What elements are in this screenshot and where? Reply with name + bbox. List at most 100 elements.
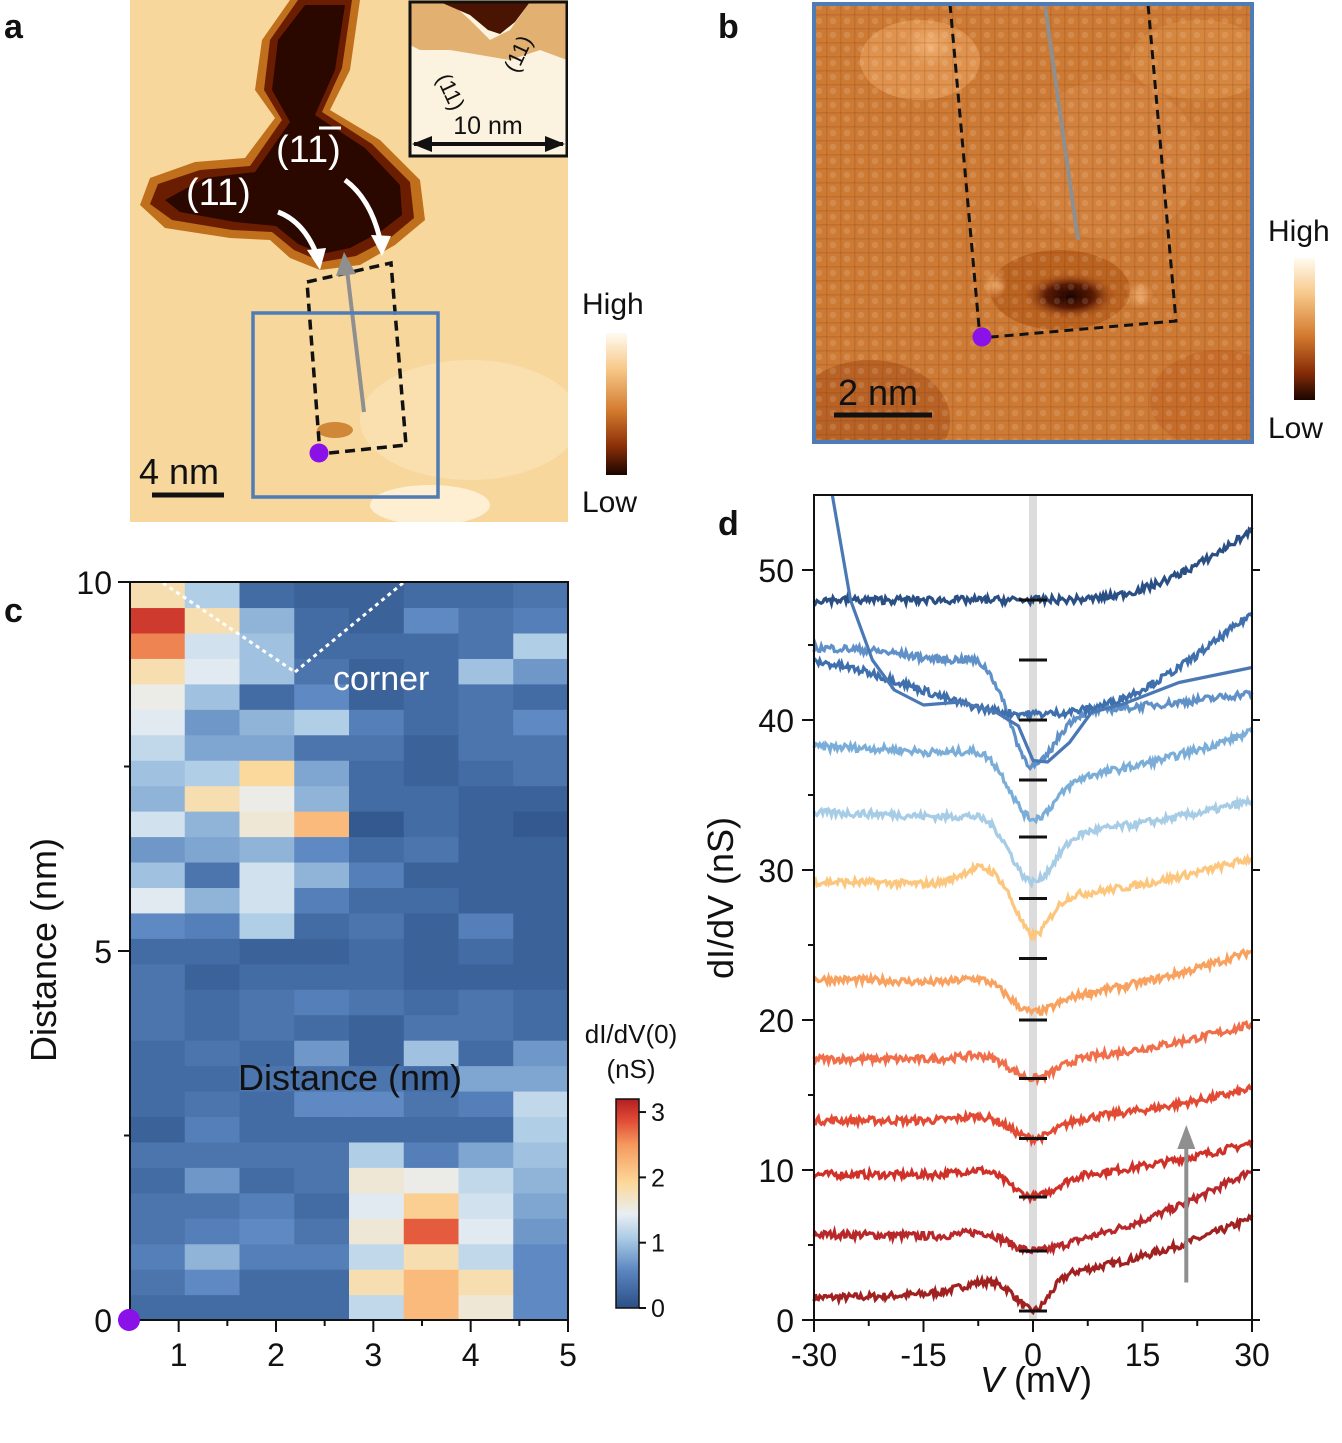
d-x-tick-label: 15: [1125, 1337, 1161, 1373]
heatmap-cell: [294, 887, 350, 914]
heatmap-cell: [403, 734, 460, 761]
inset-scale-arrow-right: [545, 136, 565, 152]
heatmap-cell: [130, 734, 186, 761]
heatmap-cell: [130, 1040, 186, 1067]
heatmap-cell: [239, 760, 295, 787]
d-arrow-head: [1177, 1125, 1196, 1149]
colorbar-c-title-1: dI/dV(0): [585, 1019, 678, 1049]
facet-arrow-11-head: [307, 248, 326, 270]
colorbar-c-tick-label: 2: [651, 1164, 665, 1192]
d-y-tick-label: 20: [758, 1003, 794, 1039]
heatmap-cell: [403, 1040, 460, 1067]
heatmap-cell: [239, 734, 295, 761]
heatmap-cell: [184, 582, 241, 609]
spectrum-line: [812, 1138, 1254, 1205]
heatmap-cell: [513, 861, 569, 888]
heatmap-cell: [403, 887, 460, 914]
heatmap-cell: [458, 632, 514, 659]
c-x-tick-label: 5: [559, 1337, 577, 1373]
heatmap-cell: [294, 658, 350, 685]
heatmap-cell: [458, 1218, 514, 1245]
d-xlabel-symbol: V: [980, 1359, 1007, 1400]
heatmap-cell: [403, 861, 460, 888]
heatmap-cell: [184, 963, 241, 990]
heatmap-cell: [239, 607, 295, 634]
heatmap-cell: [349, 734, 405, 761]
heatmap-cell: [239, 861, 295, 888]
heatmap-cell: [294, 683, 350, 710]
heatmap-cell: [513, 709, 569, 736]
colorbar-c-title-2: (nS): [606, 1054, 655, 1084]
heatmap-cell: [349, 1218, 405, 1245]
heatmap-cell: [184, 734, 241, 761]
heatmap-cell: [403, 1090, 460, 1118]
heatmap-cell: [130, 989, 186, 1016]
heatmap-cell: [513, 1040, 569, 1067]
heatmap-cell: [130, 785, 186, 812]
heatmap-cell: [130, 1065, 186, 1092]
heatmap-cell: [239, 582, 295, 609]
zoom-region-box: [251, 311, 440, 499]
heatmap-cell: [403, 582, 460, 609]
spectrum-line: [812, 638, 1254, 772]
heatmap-cell: [403, 1116, 460, 1143]
heatmap-cell: [513, 938, 569, 965]
heatmap-cell: [349, 1141, 405, 1168]
heatmap-cell: [239, 1116, 295, 1143]
heatmap-cell: [403, 632, 460, 659]
heatmap-cell: [403, 1243, 460, 1270]
heatmap-cell: [458, 1192, 514, 1219]
heatmap-cell: [294, 1116, 350, 1143]
heatmap-cell: [349, 1269, 405, 1296]
spectrum-line: [812, 1169, 1253, 1257]
b-scan-line: [1043, 5, 1080, 241]
scan-direction-arrow: [345, 269, 366, 413]
heatmap-cell: [513, 1294, 569, 1321]
heatmap-cell: [130, 658, 186, 685]
colorbar-b-high: High: [1268, 215, 1330, 248]
heatmap-cell: [458, 1116, 514, 1143]
heatmap-cell: [239, 658, 295, 685]
heatmap-cell: [184, 658, 241, 685]
heatmap-cell: [458, 582, 514, 609]
colorbar-a: [606, 333, 627, 475]
heatmap-cell: [294, 938, 350, 965]
heatmap-cell: [294, 1192, 350, 1219]
inset-scale-label: 10 nm: [453, 112, 522, 140]
heatmap-cell: [184, 1243, 241, 1270]
heatmap-cell: [239, 1040, 295, 1067]
heatmap-cell: [184, 1269, 241, 1296]
colorbar-c-tick-label: 1: [651, 1230, 665, 1258]
heatmap-cell: [458, 811, 514, 838]
heatmap-cell: [184, 1167, 241, 1194]
heatmap-cell: [349, 1167, 405, 1194]
heatmap-cell: [239, 632, 295, 659]
heatmap-cell: [403, 1294, 460, 1321]
heatmap-cell: [349, 938, 405, 965]
panel-b-frame: [812, 2, 1254, 444]
panel-a-label: a: [4, 8, 24, 46]
heatmap-cell: [130, 912, 186, 939]
heatmap-cell: [184, 683, 241, 710]
heatmap-cell: [349, 1090, 405, 1118]
panel-d: d -30 -15 0 15 30 0 10 20 30 40 50 dI/dV (nS) V (m…: [700, 494, 1270, 1400]
heatmap-cell: [458, 734, 514, 761]
panel-b: b 2 nm High Low: [718, 2, 1330, 445]
heatmap-cell: [239, 912, 295, 939]
heatmap-cell: [130, 887, 186, 914]
heatmap-cell: [239, 1141, 295, 1168]
c-x-tick-label: 2: [267, 1337, 285, 1373]
heatmap-cell: [130, 963, 186, 990]
heatmap-cell: [513, 1116, 569, 1143]
heatmap-cell: [294, 760, 350, 787]
heatmap-cell: [184, 912, 241, 939]
heatmap-cell: [239, 683, 295, 710]
heatmap-cell: [513, 734, 569, 761]
heatmap-cell: [294, 1167, 350, 1194]
spectrum-line: [812, 852, 1253, 943]
heatmap-cell: [513, 989, 569, 1016]
heatmap-cell: [184, 1090, 241, 1118]
heatmap-cell: [294, 1243, 350, 1270]
heatmap-cell: [513, 963, 569, 990]
heatmap-cell: [513, 683, 569, 710]
